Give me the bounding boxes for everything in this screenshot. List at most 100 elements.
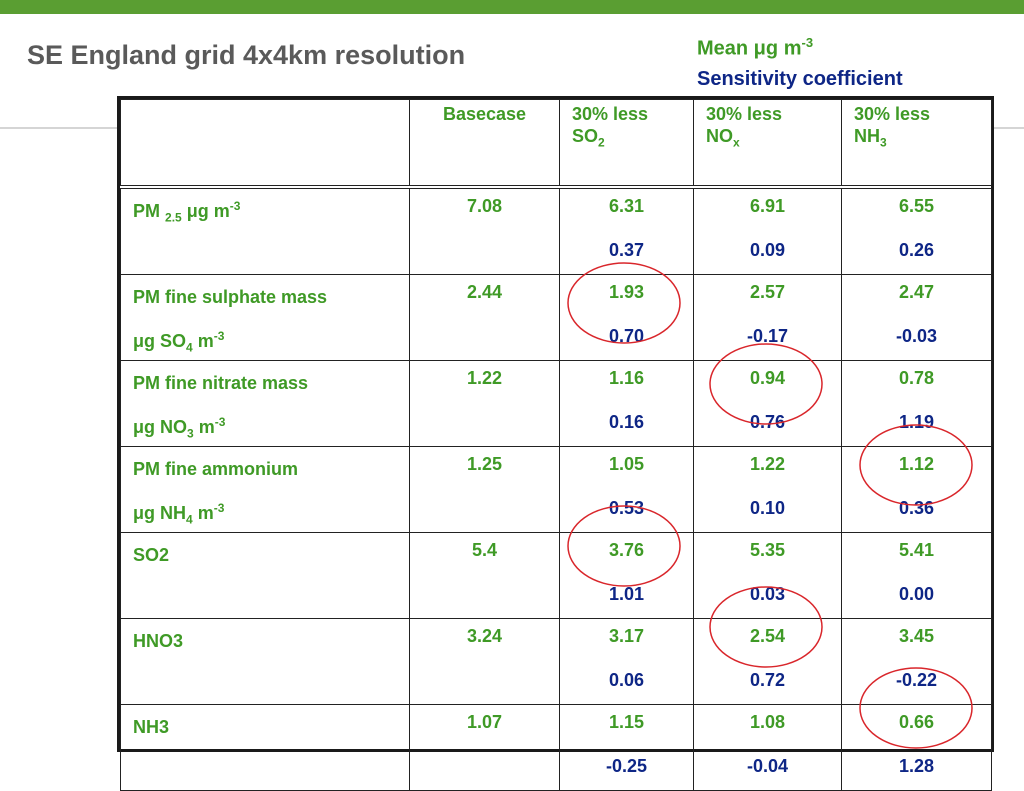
mean-value: 1.15 bbox=[608, 712, 645, 732]
so2-cell: 3.76 1.01 bbox=[559, 532, 694, 619]
table-row: SO2 5.4 3.76 1.01 5.35 0.03 5.41 0.00 bbox=[120, 532, 992, 619]
table-header-row: Basecase 30% less SO2 30% less NOx 30% l… bbox=[120, 99, 992, 189]
sensitivity-value: 0.37 bbox=[608, 240, 645, 260]
mean-value: 1.05 bbox=[608, 454, 645, 474]
nh3-cell: 5.41 0.00 bbox=[841, 532, 992, 619]
mean-value: 1.93 bbox=[608, 282, 645, 302]
so2-cell: 1.16 0.16 bbox=[559, 360, 694, 447]
row-label: NH3 bbox=[120, 704, 410, 791]
so2-cell: 3.17 0.06 bbox=[559, 618, 694, 705]
mean-value: 3.17 bbox=[608, 626, 645, 646]
basecase-cell: 1.22 bbox=[409, 360, 560, 447]
sensitivity-value: 0.76 bbox=[749, 412, 786, 432]
mean-value: 1.22 bbox=[466, 368, 503, 388]
nh3-cell: 0.66 1.28 bbox=[841, 704, 992, 791]
row-label: PM fine sulphate mass μg SO4 m-3 bbox=[120, 274, 410, 361]
mean-value: 6.31 bbox=[608, 196, 645, 216]
mean-value: 3.76 bbox=[608, 540, 645, 560]
nox-cell: 2.54 0.72 bbox=[693, 618, 842, 705]
basecase-cell: 7.08 bbox=[409, 186, 560, 275]
mean-value: 1.07 bbox=[466, 712, 503, 732]
mean-value: 1.12 bbox=[898, 454, 935, 474]
sensitivity-value: 0.06 bbox=[608, 670, 645, 690]
header-so2: 30% less SO2 bbox=[559, 99, 694, 189]
mean-value: 2.54 bbox=[749, 626, 786, 646]
mean-value: 6.55 bbox=[898, 196, 935, 216]
nh3-cell: 0.78 1.19 bbox=[841, 360, 992, 447]
table-row: HNO3 3.24 3.17 0.06 2.54 0.72 3.45 -0.22 bbox=[120, 618, 992, 705]
mean-value: 5.4 bbox=[471, 540, 498, 560]
table-row: PM fine nitrate mass μg NO3 m-3 1.22 1.16 0.… bbox=[120, 360, 992, 447]
table-row: NH3 1.07 1.15 -0.25 1.08 -0.04 0.66 1.28 bbox=[120, 704, 992, 791]
row-label: HNO3 bbox=[120, 618, 410, 705]
sensitivity-value: 1.01 bbox=[608, 584, 645, 604]
sensitivity-value: 0.70 bbox=[608, 326, 645, 346]
mean-value: 2.47 bbox=[898, 282, 935, 302]
basecase-cell: 2.44 bbox=[409, 274, 560, 361]
row-label: SO2 bbox=[120, 532, 410, 619]
sensitivity-value: 0.10 bbox=[749, 498, 786, 518]
sensitivity-value: 0.00 bbox=[898, 584, 935, 604]
nh3-cell: 3.45 -0.22 bbox=[841, 618, 992, 705]
basecase-cell: 5.4 bbox=[409, 532, 560, 619]
row-label: PM 2.5 μg m-3 bbox=[120, 186, 410, 275]
sensitivity-value: -0.17 bbox=[746, 326, 789, 346]
mean-value: 6.91 bbox=[749, 196, 786, 216]
mean-value: 1.16 bbox=[608, 368, 645, 388]
page-title: SE England grid 4x4km resolution bbox=[27, 40, 466, 70]
sensitivity-value: -0.04 bbox=[746, 756, 789, 776]
legend-mean: Mean μg m-3 bbox=[697, 35, 814, 60]
table-row: PM fine sulphate mass μg SO4 m-3 2.44 1.93 0… bbox=[120, 274, 992, 361]
table-row: PM 2.5 μg m-3 7.08 6.31 0.37 6.91 0.09 6.55 0.2… bbox=[120, 186, 992, 275]
top-accent-bar bbox=[0, 0, 1024, 14]
sensitivity-value: -0.03 bbox=[895, 326, 938, 346]
mean-value: 2.57 bbox=[749, 282, 786, 302]
so2-cell: 1.15 -0.25 bbox=[559, 704, 694, 791]
sensitivity-value: 1.28 bbox=[898, 756, 935, 776]
mean-value: 0.94 bbox=[749, 368, 786, 388]
sensitivity-value: -0.25 bbox=[605, 756, 648, 776]
nox-cell: 1.08 -0.04 bbox=[693, 704, 842, 791]
so2-cell: 6.31 0.37 bbox=[559, 186, 694, 275]
sensitivity-value: 1.19 bbox=[898, 412, 935, 432]
sensitivity-value: 0.03 bbox=[749, 584, 786, 604]
legend-sensitivity: Sensitivity coefficient bbox=[697, 67, 903, 90]
so2-cell: 1.93 0.70 bbox=[559, 274, 694, 361]
nh3-cell: 1.12 0.36 bbox=[841, 446, 992, 533]
header-empty-cell bbox=[120, 99, 410, 189]
sensitivity-value: 0.09 bbox=[749, 240, 786, 260]
nox-cell: 6.91 0.09 bbox=[693, 186, 842, 275]
mean-value: 2.44 bbox=[466, 282, 503, 302]
sensitivity-value: 0.53 bbox=[608, 498, 645, 518]
divider-line bbox=[0, 127, 118, 129]
mean-value: 1.22 bbox=[749, 454, 786, 474]
so2-cell: 1.05 0.53 bbox=[559, 446, 694, 533]
nh3-cell: 2.47 -0.03 bbox=[841, 274, 992, 361]
basecase-cell: 1.07 bbox=[409, 704, 560, 791]
mean-value: 0.66 bbox=[898, 712, 935, 732]
nox-cell: 2.57 -0.17 bbox=[693, 274, 842, 361]
sensitivity-value: -0.22 bbox=[895, 670, 938, 690]
row-label: PM fine ammonium μg NH4 m-3 bbox=[120, 446, 410, 533]
mean-value: 1.25 bbox=[466, 454, 503, 474]
header-basecase: Basecase bbox=[409, 99, 560, 189]
nox-cell: 0.94 0.76 bbox=[693, 360, 842, 447]
basecase-cell: 3.24 bbox=[409, 618, 560, 705]
nh3-cell: 6.55 0.26 bbox=[841, 186, 992, 275]
results-table: Basecase 30% less SO2 30% less NOx 30% l… bbox=[117, 96, 994, 791]
nox-cell: 5.35 0.03 bbox=[693, 532, 842, 619]
sensitivity-value: 0.26 bbox=[898, 240, 935, 260]
mean-value: 3.24 bbox=[466, 626, 503, 646]
mean-value: 5.35 bbox=[749, 540, 786, 560]
table-row: PM fine ammonium μg NH4 m-3 1.25 1.05 0.53 1.… bbox=[120, 446, 992, 533]
basecase-cell: 1.25 bbox=[409, 446, 560, 533]
sensitivity-value: 0.36 bbox=[898, 498, 935, 518]
header-nox: 30% less NOx bbox=[693, 99, 842, 189]
mean-value: 7.08 bbox=[466, 196, 503, 216]
sensitivity-value: 0.72 bbox=[749, 670, 786, 690]
mean-value: 5.41 bbox=[898, 540, 935, 560]
row-label: PM fine nitrate mass μg NO3 m-3 bbox=[120, 360, 410, 447]
legend: Mean μg m-3 Sensitivity coefficient bbox=[697, 28, 903, 94]
mean-value: 3.45 bbox=[898, 626, 935, 646]
sensitivity-value: 0.16 bbox=[608, 412, 645, 432]
